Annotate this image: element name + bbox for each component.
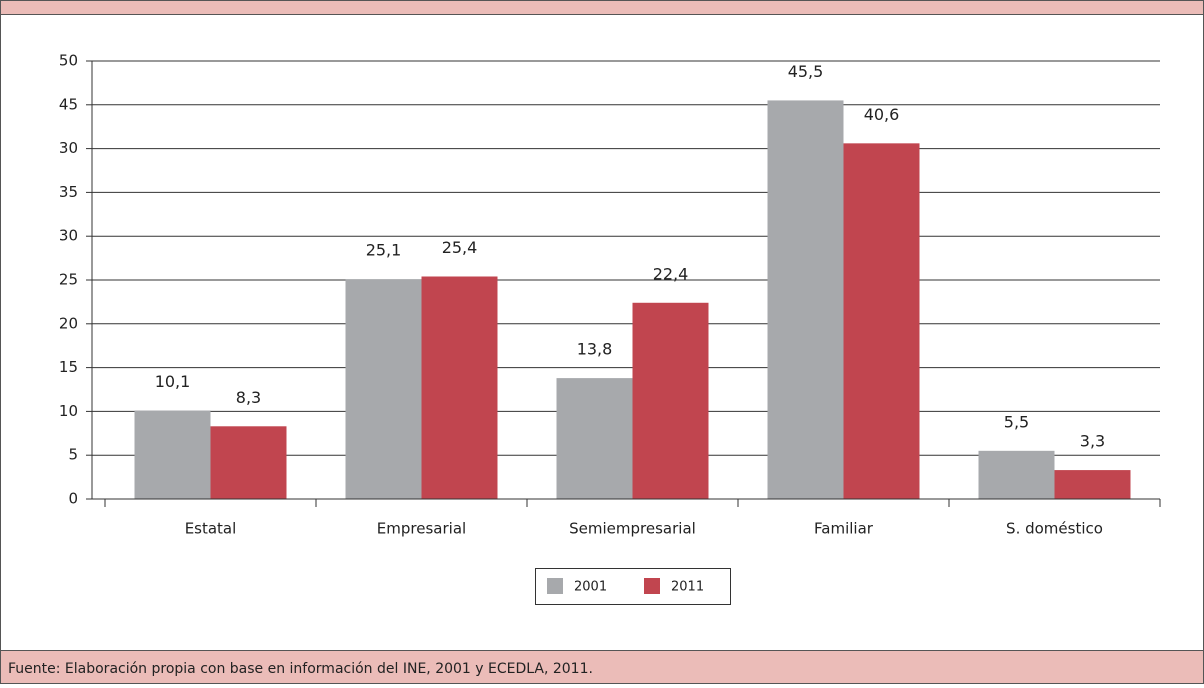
value-label: 5,5 [1004,412,1029,431]
legend-label: 2001 [574,580,607,595]
y-tick-label: 45 [59,95,78,113]
value-label: 40,6 [864,105,900,124]
value-label: 25,4 [442,238,478,257]
legend-swatch [644,578,660,594]
value-label: 13,8 [577,340,613,359]
x-tick-label: Familiar [814,520,874,538]
y-tick-label: 20 [59,314,78,332]
y-tick-label: 30 [59,227,78,245]
x-tick-label: Empresarial [377,520,466,538]
bar [421,276,498,499]
bar [632,302,709,499]
y-tick-label: 5 [68,446,78,464]
y-tick-label: 0 [68,490,78,508]
bar [345,279,422,499]
bar [134,410,211,499]
bar [210,426,287,499]
source-note: Fuente: Elaboración propia con base en i… [8,661,593,677]
title-band [0,0,1204,15]
bar [843,143,920,499]
bar [767,100,844,500]
value-label: 22,4 [653,264,689,283]
x-tick-label: Estatal [185,520,237,538]
y-tick-label: 50 [59,52,78,70]
bar [556,378,633,499]
value-label: 45,5 [788,62,824,81]
y-tick-label: 15 [59,358,78,376]
value-label: 3,3 [1080,432,1105,451]
y-tick-label: 35 [59,183,78,201]
bar [978,450,1055,499]
y-tick-label: 10 [59,402,78,420]
frame [0,14,1204,651]
y-tick-label: 25 [59,271,78,289]
bar [1054,470,1131,499]
x-tick-label: Semiempresarial [569,520,696,538]
value-label: 8,3 [236,388,261,407]
y-tick-label: 30 [59,139,78,157]
legend-swatch [547,578,563,594]
value-label: 25,1 [366,241,402,260]
value-label: 10,1 [155,372,191,391]
x-tick-label: S. doméstico [1006,520,1103,538]
footer-band [0,650,1204,684]
legend-box [535,568,731,605]
legend-label: 2011 [671,580,704,595]
